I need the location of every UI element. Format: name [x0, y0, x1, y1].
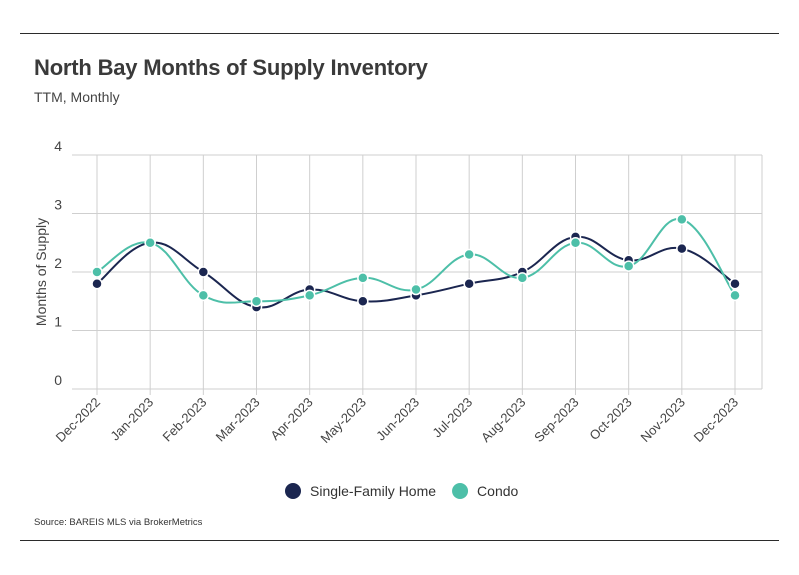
grid-lines — [72, 154, 763, 395]
y-tick-label: 2 — [54, 255, 62, 271]
data-point-condo — [516, 272, 529, 284]
y-tick-label: 0 — [54, 372, 62, 388]
data-point-condo — [622, 260, 635, 272]
top-rule — [20, 33, 779, 34]
data-point-single-family-home — [357, 295, 369, 307]
data-point-single-family-home — [197, 266, 210, 278]
chart-title: North Bay Months of Supply Inventory — [34, 55, 428, 80]
legend-marker-condo — [452, 483, 469, 499]
y-tick-label: 1 — [54, 314, 62, 330]
x-tick-label: Dec-2022 — [53, 395, 103, 445]
data-point-condo — [197, 289, 210, 302]
data-point-single-family-home — [676, 242, 688, 255]
legend: Single-Family Home Condo — [285, 483, 519, 499]
x-tick-label: Jan-2023 — [107, 395, 156, 444]
data-point-condo — [410, 283, 422, 296]
y-tick-labels: 0 1 2 3 4 — [54, 138, 62, 388]
legend-label-single-family-home: Single-Family Home — [310, 483, 436, 499]
x-tick-label: Jun-2023 — [373, 395, 422, 444]
x-tick-label: Mar-2023 — [213, 395, 263, 445]
data-point-condo — [144, 237, 156, 249]
legend-label-condo: Condo — [477, 483, 518, 499]
series-points — [91, 213, 741, 313]
data-point-single-family-home — [729, 277, 741, 290]
data-point-condo — [357, 272, 369, 284]
x-tick-label: Feb-2023 — [159, 395, 209, 445]
x-tick-label: Oct-2023 — [586, 395, 634, 443]
x-tick-labels: Dec-2022 Jan-2023 Feb-2023 Mar-2023 Apr-2023… — [53, 395, 741, 446]
x-tick-label: Aug-2023 — [478, 395, 528, 445]
data-point-condo — [463, 248, 475, 261]
chart-subtitle: TTM, Monthly — [34, 89, 120, 105]
x-tick-label: Sep-2023 — [531, 395, 581, 445]
x-tick-label: Dec-2023 — [691, 395, 741, 445]
legend-marker-single-family-home — [285, 483, 301, 499]
x-tick-label: Nov-2023 — [637, 395, 687, 445]
data-point-condo — [569, 237, 582, 249]
y-axis-label: Months of Supply — [33, 218, 49, 326]
data-point-condo — [676, 213, 688, 226]
data-point-condo — [729, 289, 741, 302]
x-tick-label: May-2023 — [317, 395, 368, 446]
data-point-single-family-home — [91, 277, 103, 290]
y-tick-label: 3 — [54, 197, 62, 213]
data-point-single-family-home — [463, 277, 475, 290]
data-point-condo — [250, 295, 263, 307]
x-tick-label: Apr-2023 — [267, 395, 315, 443]
source-note: Source: BAREIS MLS via BrokerMetrics — [34, 517, 203, 528]
bottom-rule — [20, 540, 779, 541]
y-tick-label: 4 — [54, 138, 62, 154]
data-point-condo — [91, 266, 103, 278]
data-point-condo — [303, 289, 316, 302]
x-tick-label: Jul-2023 — [429, 395, 475, 441]
